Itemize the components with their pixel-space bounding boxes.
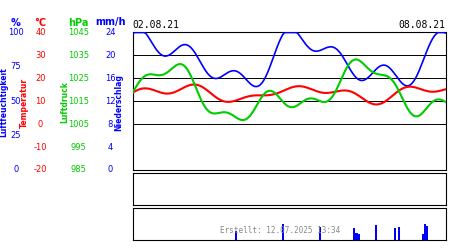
Text: 40: 40 bbox=[35, 28, 46, 37]
Text: 50: 50 bbox=[10, 97, 21, 106]
Bar bbox=[424, 224, 426, 240]
Text: 1005: 1005 bbox=[68, 120, 89, 129]
Text: 02.08.21: 02.08.21 bbox=[133, 20, 180, 30]
Text: 0: 0 bbox=[13, 166, 18, 174]
Bar bbox=[398, 227, 400, 240]
Text: 08.08.21: 08.08.21 bbox=[399, 20, 446, 30]
Bar bbox=[356, 233, 358, 240]
Text: 30: 30 bbox=[35, 51, 46, 60]
Text: 75: 75 bbox=[10, 62, 21, 72]
Bar bbox=[355, 233, 356, 240]
Text: hPa: hPa bbox=[68, 18, 89, 28]
Bar bbox=[394, 228, 396, 240]
Text: mm/h: mm/h bbox=[95, 18, 126, 28]
Text: 1025: 1025 bbox=[68, 74, 89, 83]
Text: 20: 20 bbox=[105, 51, 116, 60]
Bar bbox=[422, 234, 424, 240]
Text: Luftdruck: Luftdruck bbox=[61, 82, 70, 124]
Bar bbox=[282, 224, 284, 240]
Bar bbox=[319, 227, 321, 240]
Text: -10: -10 bbox=[34, 142, 47, 152]
Bar bbox=[353, 228, 355, 240]
Text: 16: 16 bbox=[105, 74, 116, 83]
Text: Temperatur: Temperatur bbox=[20, 78, 29, 128]
Bar bbox=[375, 225, 377, 240]
Text: 1035: 1035 bbox=[68, 51, 89, 60]
Text: 20: 20 bbox=[35, 74, 46, 83]
Text: Erstellt: 12.07.2025 13:34: Erstellt: 12.07.2025 13:34 bbox=[220, 226, 341, 235]
Text: 8: 8 bbox=[108, 120, 113, 129]
Text: °C: °C bbox=[35, 18, 46, 28]
Text: 100: 100 bbox=[8, 28, 23, 37]
Text: -20: -20 bbox=[34, 166, 47, 174]
Text: 12: 12 bbox=[105, 97, 116, 106]
Text: Niederschlag: Niederschlag bbox=[115, 74, 124, 131]
Bar bbox=[426, 226, 428, 240]
Text: 985: 985 bbox=[71, 166, 87, 174]
Text: 0: 0 bbox=[108, 166, 113, 174]
Text: 24: 24 bbox=[105, 28, 116, 37]
Text: %: % bbox=[11, 18, 21, 28]
Text: 4: 4 bbox=[108, 142, 113, 152]
Bar bbox=[235, 230, 237, 240]
Text: 995: 995 bbox=[71, 142, 86, 152]
Text: 1015: 1015 bbox=[68, 97, 89, 106]
Text: Luftfeuchtigkeit: Luftfeuchtigkeit bbox=[0, 68, 8, 138]
Text: 25: 25 bbox=[10, 131, 21, 140]
Text: 0: 0 bbox=[38, 120, 43, 129]
Text: 1045: 1045 bbox=[68, 28, 89, 37]
Text: 10: 10 bbox=[35, 97, 46, 106]
Bar bbox=[358, 234, 360, 240]
